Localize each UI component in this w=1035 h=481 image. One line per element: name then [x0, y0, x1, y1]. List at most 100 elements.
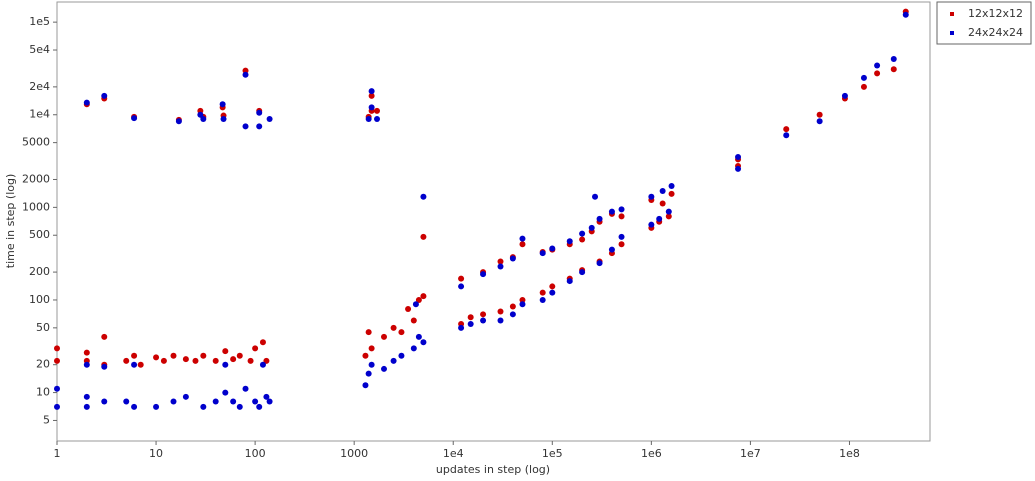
plot-area	[56, 1, 931, 442]
point	[365, 329, 372, 336]
point	[197, 111, 204, 118]
point	[368, 92, 375, 99]
point	[182, 393, 189, 400]
point	[860, 74, 867, 81]
point	[101, 92, 108, 99]
point	[608, 208, 615, 215]
point	[380, 333, 387, 340]
point	[101, 363, 108, 370]
point	[509, 255, 516, 262]
point	[579, 269, 586, 276]
point	[608, 246, 615, 253]
y-tick-label: 1000	[22, 200, 50, 213]
point	[398, 352, 405, 359]
point	[200, 403, 207, 410]
point	[362, 352, 369, 359]
point	[131, 403, 138, 410]
x-tick-label: 1e7	[740, 447, 761, 460]
point	[242, 67, 249, 74]
point	[659, 200, 666, 207]
y-tick-label: 5000	[22, 136, 50, 149]
point	[656, 215, 663, 222]
point	[410, 317, 417, 324]
point	[497, 258, 504, 265]
point	[252, 398, 259, 405]
point	[398, 329, 405, 336]
point	[390, 324, 397, 331]
point	[566, 278, 573, 285]
point	[259, 339, 266, 346]
point	[592, 193, 599, 200]
y-tick-label: 2e4	[29, 80, 50, 93]
point	[412, 301, 419, 308]
point	[192, 357, 199, 364]
point	[519, 235, 526, 242]
point	[467, 314, 474, 321]
point	[242, 123, 249, 130]
point	[890, 66, 897, 73]
point	[420, 193, 427, 200]
point	[668, 183, 675, 190]
point	[266, 398, 273, 405]
point	[618, 233, 625, 240]
point	[659, 188, 666, 195]
point	[588, 224, 595, 231]
point	[175, 118, 182, 125]
point	[519, 301, 526, 308]
y-tick-label: 200	[29, 265, 50, 278]
x-tick-label: 100	[245, 447, 266, 460]
point	[83, 349, 90, 356]
point	[222, 348, 229, 355]
point	[131, 361, 138, 368]
point	[458, 324, 465, 331]
point	[902, 11, 909, 18]
point	[618, 213, 625, 220]
point	[170, 398, 177, 405]
point	[596, 260, 603, 267]
point	[841, 92, 848, 99]
point	[665, 208, 672, 215]
point	[420, 293, 427, 300]
point	[137, 361, 144, 368]
y-tick-label: 1e5	[29, 15, 50, 28]
point	[256, 109, 263, 116]
x-tick-label: 1	[54, 447, 61, 460]
point	[259, 361, 266, 368]
point	[420, 233, 427, 240]
point	[509, 311, 516, 318]
point	[220, 115, 227, 122]
point	[874, 62, 881, 69]
point	[410, 345, 417, 352]
point	[816, 111, 823, 118]
point	[509, 303, 516, 310]
point	[816, 118, 823, 125]
x-tick-label: 1000	[340, 447, 368, 460]
point	[648, 221, 655, 228]
y-tick-label: 50	[36, 321, 50, 334]
point	[549, 283, 556, 290]
x-tick-label: 1e4	[443, 447, 464, 460]
x-tick-label: 1e6	[641, 447, 662, 460]
point	[458, 275, 465, 282]
point	[252, 345, 259, 352]
y-tick-label: 10	[36, 386, 50, 399]
point	[236, 352, 243, 359]
point	[54, 403, 60, 410]
point	[222, 389, 229, 396]
point	[83, 403, 90, 410]
point	[256, 123, 263, 130]
point	[480, 271, 487, 278]
y-axis-label: time in step (log)	[4, 174, 17, 269]
point	[230, 356, 237, 363]
point	[83, 99, 90, 106]
point	[182, 356, 189, 363]
point	[579, 236, 586, 243]
point	[54, 385, 60, 392]
point	[415, 333, 422, 340]
point	[263, 357, 270, 364]
point	[783, 126, 790, 133]
point	[153, 403, 160, 410]
point	[200, 115, 207, 122]
point	[153, 354, 160, 361]
